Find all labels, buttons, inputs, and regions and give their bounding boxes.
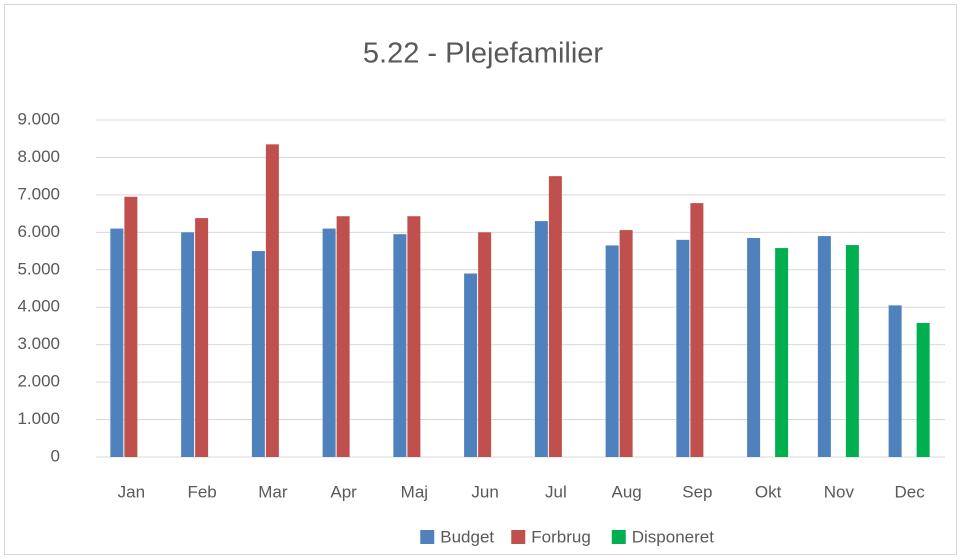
x-tick-label: Jun bbox=[471, 482, 498, 501]
y-tick-label: 8.000 bbox=[17, 147, 60, 166]
bar bbox=[393, 234, 407, 457]
y-tick-label: 6.000 bbox=[17, 222, 60, 241]
x-tick-label: Maj bbox=[401, 482, 428, 501]
bar bbox=[690, 203, 704, 457]
x-tick-label: Okt bbox=[755, 482, 782, 501]
bar bbox=[322, 228, 336, 457]
bar bbox=[195, 218, 209, 457]
x-tick-label: Jan bbox=[118, 482, 145, 501]
bar bbox=[124, 196, 138, 457]
bar bbox=[265, 144, 279, 458]
chart-title: 5.22 - Plejefamilier bbox=[363, 38, 603, 70]
bar bbox=[747, 237, 761, 457]
x-tick-label: Sep bbox=[682, 482, 712, 501]
bar bbox=[817, 236, 831, 457]
bar bbox=[534, 221, 548, 457]
bar bbox=[181, 232, 195, 457]
y-tick-label: 2.000 bbox=[17, 372, 60, 391]
bar bbox=[888, 305, 902, 457]
bar bbox=[619, 230, 633, 457]
bar bbox=[407, 216, 421, 457]
bar bbox=[916, 322, 930, 457]
y-tick-label: 1.000 bbox=[17, 409, 60, 428]
x-tick-label: Aug bbox=[612, 482, 642, 501]
bar bbox=[110, 228, 124, 457]
x-tick-label: Feb bbox=[187, 482, 216, 501]
y-tick-label: 9.000 bbox=[17, 109, 60, 128]
bar bbox=[676, 239, 690, 457]
bar bbox=[464, 273, 478, 457]
legend-label: Forbrug bbox=[531, 527, 591, 546]
legend-swatch bbox=[420, 530, 435, 544]
bar bbox=[478, 232, 492, 457]
bar bbox=[251, 251, 265, 457]
legend-label: Budget bbox=[440, 527, 494, 546]
y-tick-label: 5.000 bbox=[17, 259, 60, 278]
x-tick-label: Nov bbox=[824, 482, 855, 501]
legend-swatch bbox=[611, 530, 626, 544]
y-tick-label: 4.000 bbox=[17, 297, 60, 316]
bar bbox=[336, 216, 350, 457]
bar bbox=[845, 245, 859, 457]
x-tick-label: Dec bbox=[895, 482, 926, 501]
y-tick-label: 3.000 bbox=[17, 334, 60, 353]
x-tick-label: Apr bbox=[330, 482, 357, 501]
x-tick-label: Jul bbox=[545, 482, 567, 501]
x-tick-label: Mar bbox=[258, 482, 288, 501]
legend-label: Disponeret bbox=[632, 527, 714, 546]
bar bbox=[605, 245, 619, 457]
y-tick-label: 7.000 bbox=[17, 184, 60, 203]
legend-swatch bbox=[511, 530, 526, 544]
y-tick-label: 0 bbox=[51, 446, 60, 465]
bar bbox=[548, 176, 562, 457]
bar bbox=[775, 248, 789, 457]
